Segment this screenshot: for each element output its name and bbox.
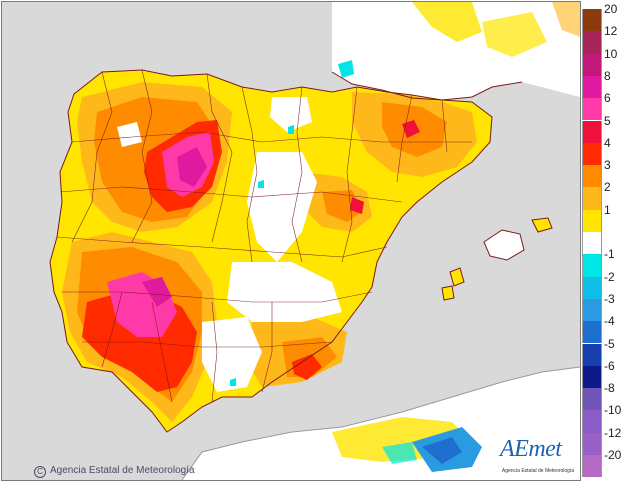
map-canvas bbox=[2, 2, 580, 480]
legend-label: -1 bbox=[604, 247, 615, 262]
legend-label: -4 bbox=[604, 314, 615, 329]
aemet-logo: AEmet Agencia Estatal de Meteorología bbox=[494, 434, 580, 480]
legend-swatch bbox=[582, 276, 602, 299]
legend-label: 10 bbox=[604, 46, 618, 61]
legend-swatch bbox=[582, 321, 602, 344]
logo-wordmark: AEmet bbox=[500, 436, 562, 462]
legend-swatch bbox=[582, 432, 602, 455]
anomaly-map: C Agencia Estatal de Meteorología AEmet A… bbox=[1, 1, 581, 481]
legend-swatch bbox=[582, 455, 602, 478]
legend-swatch bbox=[582, 98, 602, 121]
logo-subtitle: Agencia Estatal de Meteorología bbox=[501, 468, 575, 474]
copyright-icon: C bbox=[34, 466, 46, 478]
legend-label: 20 bbox=[604, 2, 618, 16]
legend-label: -6 bbox=[604, 358, 615, 373]
legend-label: 4 bbox=[604, 135, 611, 150]
legend-label: -8 bbox=[604, 381, 615, 396]
legend-swatch bbox=[582, 165, 602, 188]
legend-swatch bbox=[582, 120, 602, 143]
legend-swatch bbox=[582, 232, 602, 255]
legend-label: 1 bbox=[604, 202, 611, 217]
legend-swatch bbox=[582, 298, 602, 322]
legend-label: 6 bbox=[604, 91, 611, 106]
legend-swatch bbox=[582, 187, 602, 210]
legend-swatch bbox=[582, 142, 602, 166]
balearic-islands bbox=[484, 230, 524, 260]
legend-label: 8 bbox=[604, 68, 611, 83]
legend-swatch bbox=[582, 31, 602, 54]
legend-swatch bbox=[582, 209, 602, 232]
legend-label: -10 bbox=[604, 403, 622, 418]
legend-label: 2 bbox=[604, 180, 611, 195]
color-legend: 20 12 10 8 6 5 4 3 2 1 -1 -2 -3 -4 -5 -6 -8 -10 -12 -20 bbox=[582, 3, 628, 479]
france-warm-patches bbox=[412, 2, 482, 42]
legend-label: 3 bbox=[604, 158, 611, 173]
legend-swatch bbox=[582, 254, 602, 277]
legend-swatch bbox=[582, 388, 602, 411]
credit-text: C Agencia Estatal de Meteorología bbox=[34, 465, 195, 478]
legend-label: 5 bbox=[604, 113, 611, 128]
legend-label: -20 bbox=[604, 448, 622, 462]
legend-label: -2 bbox=[604, 269, 615, 284]
legend-label: -5 bbox=[604, 336, 615, 351]
legend-swatch bbox=[582, 410, 602, 433]
legend-swatch bbox=[582, 365, 602, 389]
legend-label: 12 bbox=[604, 24, 618, 39]
legend-label: -12 bbox=[604, 425, 622, 440]
legend-swatch bbox=[582, 9, 602, 32]
legend-label: -3 bbox=[604, 291, 615, 306]
legend-swatch bbox=[582, 75, 602, 99]
legend-swatch bbox=[582, 53, 602, 76]
legend-swatch bbox=[582, 343, 602, 366]
